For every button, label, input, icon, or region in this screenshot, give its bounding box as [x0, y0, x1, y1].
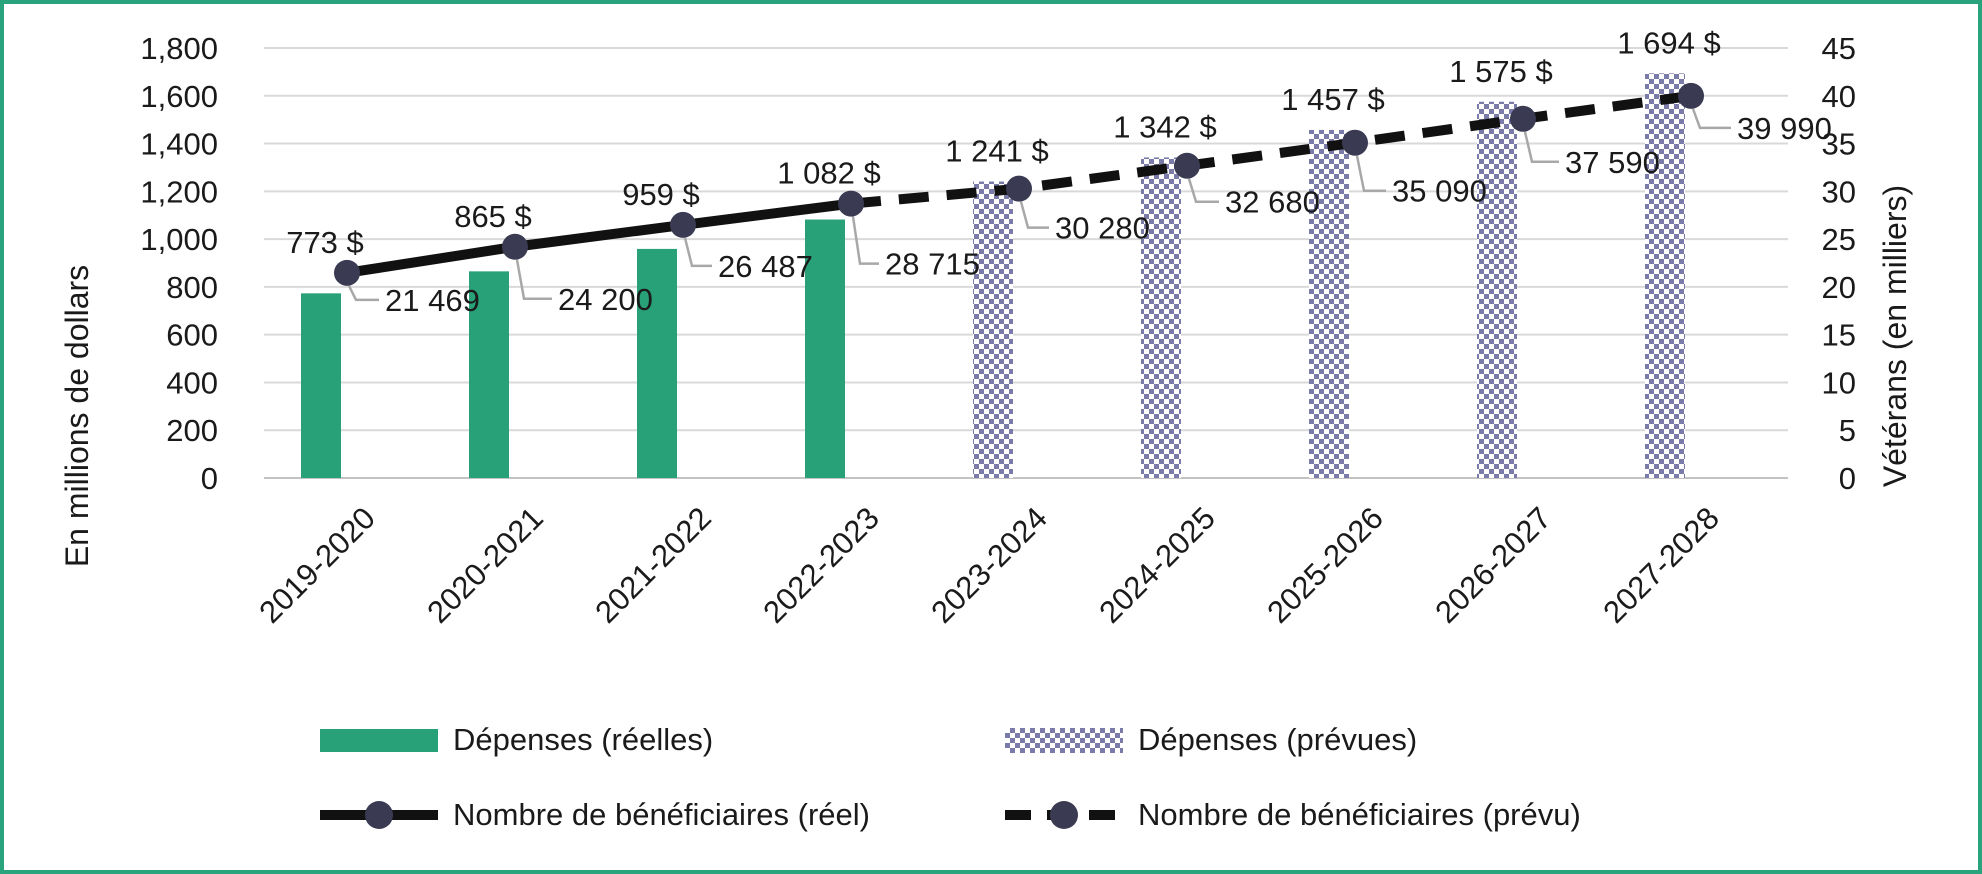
legend-swatch-checker-pattern [1005, 727, 1123, 753]
leader-line [347, 285, 379, 302]
line-markers [334, 82, 1704, 286]
line-marker [670, 211, 696, 238]
left-tick-label: 600 [166, 318, 218, 353]
expense-data-label: 773 $ [286, 225, 364, 260]
line-marker [334, 259, 360, 286]
leader-line [1019, 201, 1049, 229]
right-tick-label: 5 [1839, 413, 1856, 448]
bar-depenses-reelles [637, 248, 677, 478]
label-leader-lines [347, 108, 1731, 302]
bar-depenses-prevues [1477, 101, 1517, 478]
left-axis-title: En millions de dollars [59, 265, 95, 567]
beneficiaries-data-label: 39 990 [1737, 111, 1832, 146]
right-tick-label: 0 [1839, 461, 1856, 496]
legend-swatch-solid-green [320, 728, 438, 752]
expense-data-label: 865 $ [454, 199, 532, 234]
bar-depenses-reelles [469, 271, 509, 478]
left-tick-label: 1,200 [140, 174, 218, 209]
leader-line [1187, 178, 1219, 203]
category-label: 2026-2027 [1428, 500, 1558, 630]
legend-label: Nombre de bénéficiaires (prévu) [1138, 797, 1581, 832]
beneficiaries-data-label: 37 590 [1565, 145, 1660, 180]
left-tick-label: 800 [166, 270, 218, 305]
bar-depenses-prevues [1309, 129, 1349, 478]
bar-depenses-prevues [1141, 157, 1181, 478]
leader-line [683, 237, 712, 268]
expense-bars [301, 73, 1685, 479]
bar-depenses-prevues [973, 181, 1013, 479]
expense-data-label: 1 694 $ [1617, 25, 1720, 60]
legend-item-beneficiaires-reel: Nombre de bénéficiaires (réel) [320, 797, 870, 832]
line-marker [1510, 105, 1536, 132]
beneficiaries-data-label: 24 200 [558, 282, 653, 317]
right-axis-ticks: 0 5 10 15 20 25 30 35 40 45 [1822, 31, 1856, 496]
data-labels: 773 $ 865 $ 959 $ 1 082 $ 1 241 $ 1 342 $ 1 45… [286, 25, 1832, 318]
line-marker [1678, 82, 1704, 109]
left-tick-label: 1,600 [140, 79, 218, 114]
right-tick-label: 35 [1822, 127, 1856, 162]
leader-line [1691, 108, 1731, 130]
right-tick-label: 45 [1822, 31, 1856, 66]
line-marker [1006, 175, 1032, 202]
expense-data-label: 1 575 $ [1449, 54, 1552, 89]
category-label: 2022-2023 [756, 500, 886, 630]
beneficiaries-lines [346, 90, 1692, 278]
line-marker [838, 190, 864, 217]
expense-data-label: 1 241 $ [945, 134, 1048, 169]
beneficiaries-data-label: 30 280 [1055, 211, 1150, 246]
left-tick-label: 1,400 [140, 127, 218, 162]
right-tick-label: 15 [1822, 318, 1856, 353]
expense-data-label: 1 342 $ [1113, 109, 1216, 144]
category-label: 2023-2024 [924, 500, 1054, 630]
legend-item-depenses-reelles: Dépenses (réelles) [320, 722, 714, 757]
legend-item-depenses-prevues: Dépenses (prévues) [1005, 722, 1418, 757]
legend-label: Dépenses (réelles) [453, 722, 714, 757]
beneficiaries-data-label: 21 469 [385, 283, 480, 318]
bar-depenses-reelles [301, 293, 341, 478]
left-tick-label: 400 [166, 365, 218, 400]
beneficiaries-data-label: 35 090 [1392, 174, 1487, 209]
line-marker [1174, 152, 1200, 179]
category-label: 2021-2022 [588, 500, 718, 630]
left-axis-ticks: 0 200 400 600 800 1,000 1,200 1,400 1,600 1,800 [140, 31, 218, 496]
expense-data-label: 1 082 $ [777, 156, 880, 191]
beneficiaries-data-label: 28 715 [885, 247, 980, 282]
category-label: 2019-2020 [252, 500, 382, 630]
line-marker [1342, 129, 1368, 156]
right-tick-label: 10 [1822, 365, 1856, 400]
beneficiaries-data-label: 26 487 [718, 249, 813, 284]
left-tick-label: 200 [166, 413, 218, 448]
left-tick-label: 0 [201, 461, 218, 496]
beneficiaries-data-label: 32 680 [1225, 185, 1320, 220]
leader-line [1523, 131, 1559, 164]
leader-line [851, 216, 879, 265]
legend-label: Dépenses (prévues) [1138, 722, 1418, 757]
line-marker [502, 233, 528, 260]
category-label: 2020-2021 [420, 500, 550, 630]
legend-swatch-dashed-line-marker [1005, 800, 1123, 830]
right-axis-title: Vétérans (en milliers) [1877, 185, 1913, 487]
category-label: 2024-2025 [1092, 500, 1222, 630]
bar-depenses-reelles [805, 219, 845, 478]
expense-data-label: 1 457 $ [1281, 82, 1384, 117]
line-beneficiaires-reel [346, 198, 852, 278]
category-label: 2025-2026 [1260, 500, 1390, 630]
left-tick-label: 1,800 [140, 31, 218, 66]
bar-depenses-prevues [1645, 73, 1685, 479]
category-label: 2027-2028 [1596, 500, 1726, 630]
right-tick-label: 20 [1822, 270, 1856, 305]
expense-data-label: 959 $ [622, 177, 700, 212]
category-axis-labels: 2019-2020 2020-2021 2021-2022 2022-2023 2023… [252, 500, 1726, 630]
leader-line [1355, 155, 1386, 192]
legend-swatch-solid-line-marker [320, 800, 438, 830]
leader-line [515, 259, 552, 301]
right-tick-label: 25 [1822, 222, 1856, 257]
legend-item-beneficiaires-prevu: Nombre de bénéficiaires (prévu) [1005, 797, 1581, 832]
right-tick-label: 40 [1822, 79, 1856, 114]
left-tick-label: 1,000 [140, 222, 218, 257]
legend-label: Nombre de bénéficiaires (réel) [453, 797, 870, 832]
right-tick-label: 30 [1822, 174, 1856, 209]
